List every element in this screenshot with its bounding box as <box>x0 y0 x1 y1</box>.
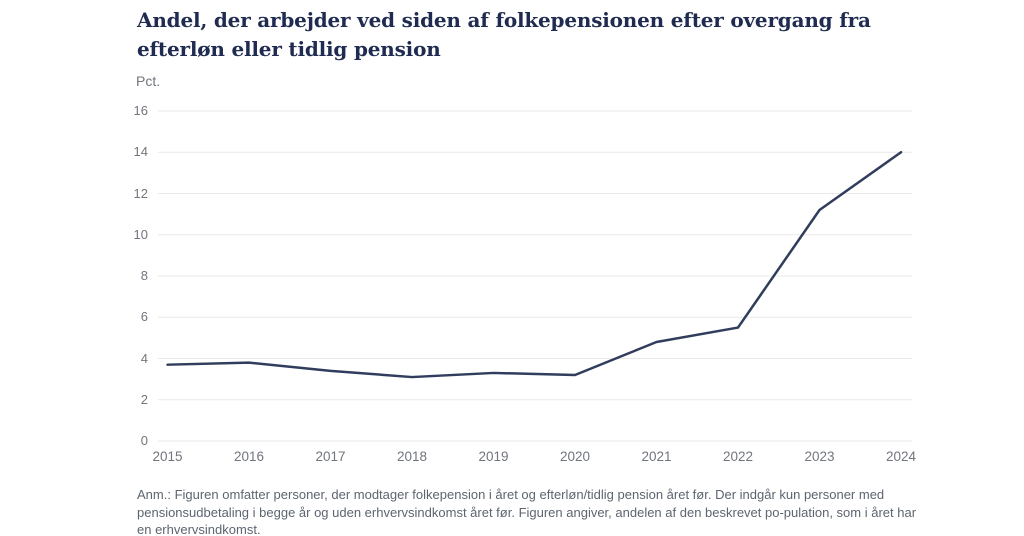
y-tick-label: 6 <box>140 309 148 325</box>
y-tick-label: 4 <box>140 350 148 366</box>
line-chart-plot-area <box>158 110 912 442</box>
chart-title: Andel, der arbejder ved siden af folkepe… <box>137 8 871 61</box>
y-tick-label: 10 <box>133 226 148 242</box>
x-tick-label: 2024 <box>885 449 917 464</box>
x-tick-label: 2016 <box>233 449 265 464</box>
y-tick-label: 2 <box>140 391 148 407</box>
x-tick-label: 2017 <box>315 449 346 464</box>
x-tick-label: 2021 <box>641 449 672 464</box>
y-tick-label: 0 <box>140 433 148 448</box>
y-tick-label: 14 <box>133 144 148 160</box>
x-tick-label: 2019 <box>478 449 509 464</box>
gridlines <box>158 110 912 442</box>
y-axis-unit-label: Pct. <box>136 73 161 89</box>
x-tick-label: 2023 <box>804 449 835 464</box>
y-tick-label: 12 <box>133 185 148 201</box>
y-tick-label: 8 <box>140 268 148 283</box>
y-tick-label: 16 <box>133 103 148 118</box>
chart-footnote: Anm.: Figuren omfatter personer, der mod… <box>137 487 917 536</box>
x-tick-label: 2018 <box>396 449 428 464</box>
data-series-line <box>166 151 903 379</box>
x-tick-label: 2020 <box>559 449 591 464</box>
x-tick-label: 2015 <box>152 449 183 464</box>
x-tick-label: 2022 <box>722 449 754 464</box>
